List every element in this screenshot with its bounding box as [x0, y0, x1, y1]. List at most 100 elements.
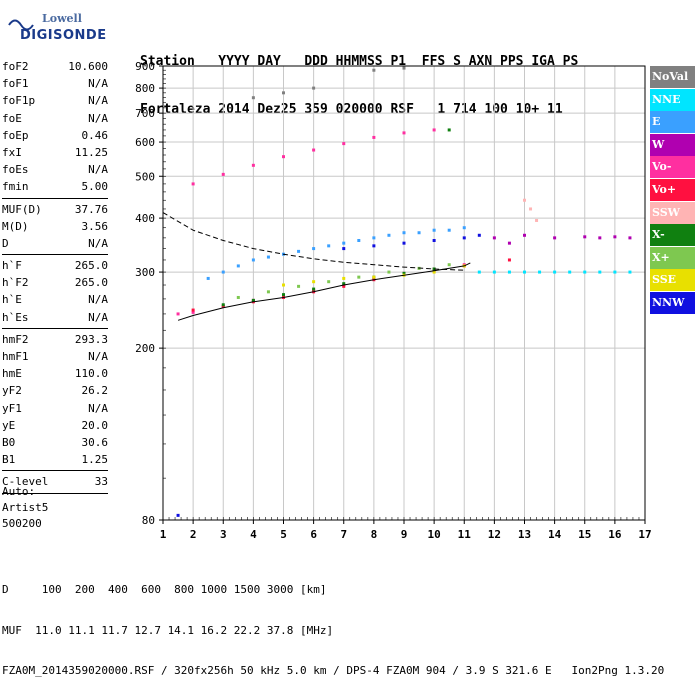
x-tick-label: 13	[518, 528, 531, 541]
chart-grid	[163, 66, 645, 520]
panel-divider	[2, 492, 108, 494]
echo-point-noval	[372, 68, 376, 72]
param-row: foF1p N/A	[2, 92, 108, 109]
echo-point-vo-	[342, 284, 346, 288]
logo-wave-icon	[8, 19, 34, 31]
echo-point-vo-	[191, 310, 195, 314]
legend-item: Vo-	[650, 156, 695, 179]
param-row: h`E N/A	[2, 291, 108, 308]
echo-point-noval	[282, 91, 285, 95]
param-value: 5.00	[81, 180, 109, 194]
echo-point-vo-	[191, 308, 195, 312]
auto-scaling-info: Auto: Artist5 500200	[2, 484, 48, 532]
ionogram-chart: 1 2 3 4 5 6 7 8 9 10 11 12 13 14 15 16 17802003004005006…	[135, 60, 652, 541]
param-value: 1.25	[81, 453, 109, 467]
y-tick-label: 900	[135, 60, 155, 73]
param-name: foE	[2, 111, 22, 125]
echo-point-e	[402, 231, 406, 235]
y-tick-label: 500	[135, 170, 155, 183]
legend-item: SSE	[650, 269, 695, 292]
echo-point-nnw	[372, 244, 376, 248]
echo-point-e	[236, 264, 240, 268]
echo-point-w	[507, 241, 511, 245]
param-row: C-level 33	[2, 473, 108, 490]
param-value: 37.76	[74, 202, 108, 216]
param-name: hmE	[2, 367, 22, 381]
echo-point-noval	[402, 66, 406, 70]
param-name: D	[2, 236, 9, 250]
echo-point-nnw	[462, 236, 466, 240]
param-row: fxI 11.25	[2, 144, 108, 161]
param-name: fxI	[2, 145, 22, 159]
echo-point-x-	[312, 287, 316, 291]
chart-axes: 1 2 3 4 5 6 7 8 9 10 11 12 13 14 15 16 17802003004005006…	[135, 60, 652, 541]
footer-muf: MUF 11.0 11.1 11.7 12.7 14.1 16.2 22.2 3…	[2, 623, 334, 637]
param-name: h`Es	[2, 310, 29, 324]
legend-item: W	[650, 133, 695, 156]
param-name: B0	[2, 435, 16, 449]
legend-item: NNW	[650, 291, 695, 314]
parameter-panel: foF2 10.600 foF1 N/A foF1p N/A foE N/A foEp 0.46 f…	[2, 58, 108, 496]
x-tick-label: 8	[371, 528, 378, 541]
param-name: h`F2	[2, 276, 29, 290]
x-tick-label: 2	[190, 528, 197, 541]
echo-point-w	[628, 236, 632, 240]
echo-point-x-	[221, 303, 225, 307]
y-tick-label: 300	[135, 266, 155, 279]
panel-divider	[2, 470, 108, 472]
param-value: 293.3	[74, 332, 108, 346]
virtual-height-trace	[177, 262, 471, 321]
param-value: 11.25	[74, 145, 108, 159]
x-tick-label: 17	[638, 528, 651, 541]
param-row: yE 20.0	[2, 417, 108, 434]
param-row: fmin 5.00	[2, 178, 108, 195]
digisonde-logo: Lowell DIGISONDE	[6, 8, 136, 48]
echo-point-sse	[372, 275, 376, 279]
param-name: hmF1	[2, 350, 29, 363]
echo-point-noval	[251, 96, 255, 100]
echo-point-x-	[342, 282, 346, 286]
legend-item: NoVal	[650, 66, 695, 88]
x-tick-label: 12	[488, 528, 501, 541]
echo-point-x-	[447, 128, 451, 132]
echo-point-vo-	[402, 131, 406, 135]
param-row: hmF2 293.3	[2, 331, 108, 348]
param-value: N/A	[88, 111, 108, 125]
param-name: h`E	[2, 293, 22, 307]
echo-point-nne	[507, 270, 511, 274]
param-value: 20.0	[81, 418, 109, 432]
echo-point-x-	[251, 298, 255, 302]
param-row: h`F2 265.0	[2, 274, 108, 291]
polarization-legend: NoVal NNE E W Vo- Vo+ SSW X- X+ SSE NNW	[650, 66, 695, 315]
param-row: foEp 0.46	[2, 127, 108, 144]
y-tick-label: 600	[135, 136, 155, 149]
param-row: yF1 N/A	[2, 400, 108, 417]
param-row: foF2 10.600	[2, 58, 108, 75]
logo-line1: Lowell	[42, 12, 82, 25]
param-name: fmin	[2, 180, 29, 194]
param-value: N/A	[88, 236, 108, 250]
echo-point-x-	[402, 271, 406, 275]
param-row: foE N/A	[2, 110, 108, 127]
param-name: B1	[2, 453, 16, 467]
echo-point-nne	[613, 270, 617, 274]
echo-point-nne	[568, 270, 572, 274]
echo-point-w	[553, 236, 557, 240]
echo-point-e	[312, 247, 316, 251]
echo-point-nne	[628, 270, 632, 274]
echo-point-sse	[342, 276, 346, 280]
legend-item: E	[650, 111, 695, 134]
echo-point-vo-	[372, 135, 376, 139]
echo-point-sse	[282, 283, 285, 287]
echo-point-w	[523, 233, 526, 237]
param-value: 10.600	[68, 60, 108, 73]
param-value: N/A	[88, 293, 108, 307]
param-value: N/A	[88, 77, 108, 91]
x-tick-label: 15	[578, 528, 591, 541]
param-name: M(D)	[2, 219, 29, 233]
echo-point-e	[297, 249, 301, 253]
param-name: h`F	[2, 259, 22, 273]
y-tick-label: 80	[142, 514, 155, 527]
echo-point-e	[417, 231, 421, 235]
param-value: N/A	[88, 163, 108, 177]
